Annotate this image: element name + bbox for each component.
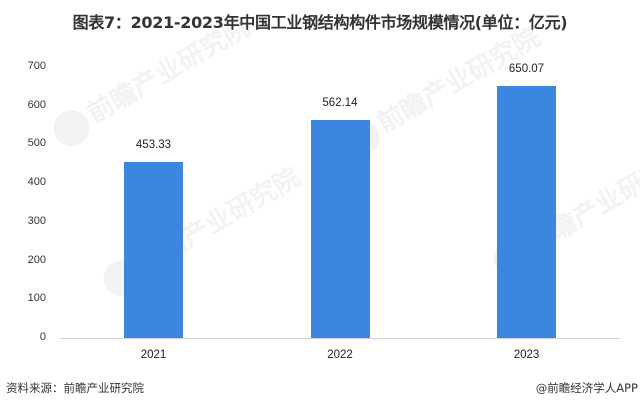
watermark-logo: 前瞻产业研究院 (45, 7, 257, 153)
bar-value-label: 650.07 (508, 63, 545, 76)
x-tick-label: 2022 (327, 349, 353, 361)
y-tick-label: 700 (27, 60, 46, 72)
bar-value-label: 562.14 (322, 97, 358, 110)
y-tick-label: 600 (27, 98, 46, 111)
source-note: 资料来源：前瞻产业研究院 (6, 381, 144, 395)
y-tick-label: 100 (27, 292, 46, 305)
bar-2021 (124, 162, 183, 338)
y-tick-label: 0 (39, 331, 46, 343)
bar-2023 (497, 86, 556, 338)
y-tick-label: 500 (27, 137, 46, 150)
chart-title: 图表7：2021-2023年中国工业钢结构构件市场规模情况(单位：亿元) (72, 13, 568, 32)
x-tick-label: 2021 (140, 349, 167, 361)
y-tick-label: 400 (27, 176, 46, 189)
credit-note: @前瞻经济学人APP (535, 381, 638, 395)
x-axis-line (60, 338, 620, 339)
bar-2022 (310, 120, 370, 338)
bar-value-label: 453.33 (135, 139, 172, 152)
y-tick-label: 300 (27, 214, 46, 227)
y-tick-label: 200 (27, 253, 46, 266)
x-tick-label: 2023 (513, 349, 540, 361)
